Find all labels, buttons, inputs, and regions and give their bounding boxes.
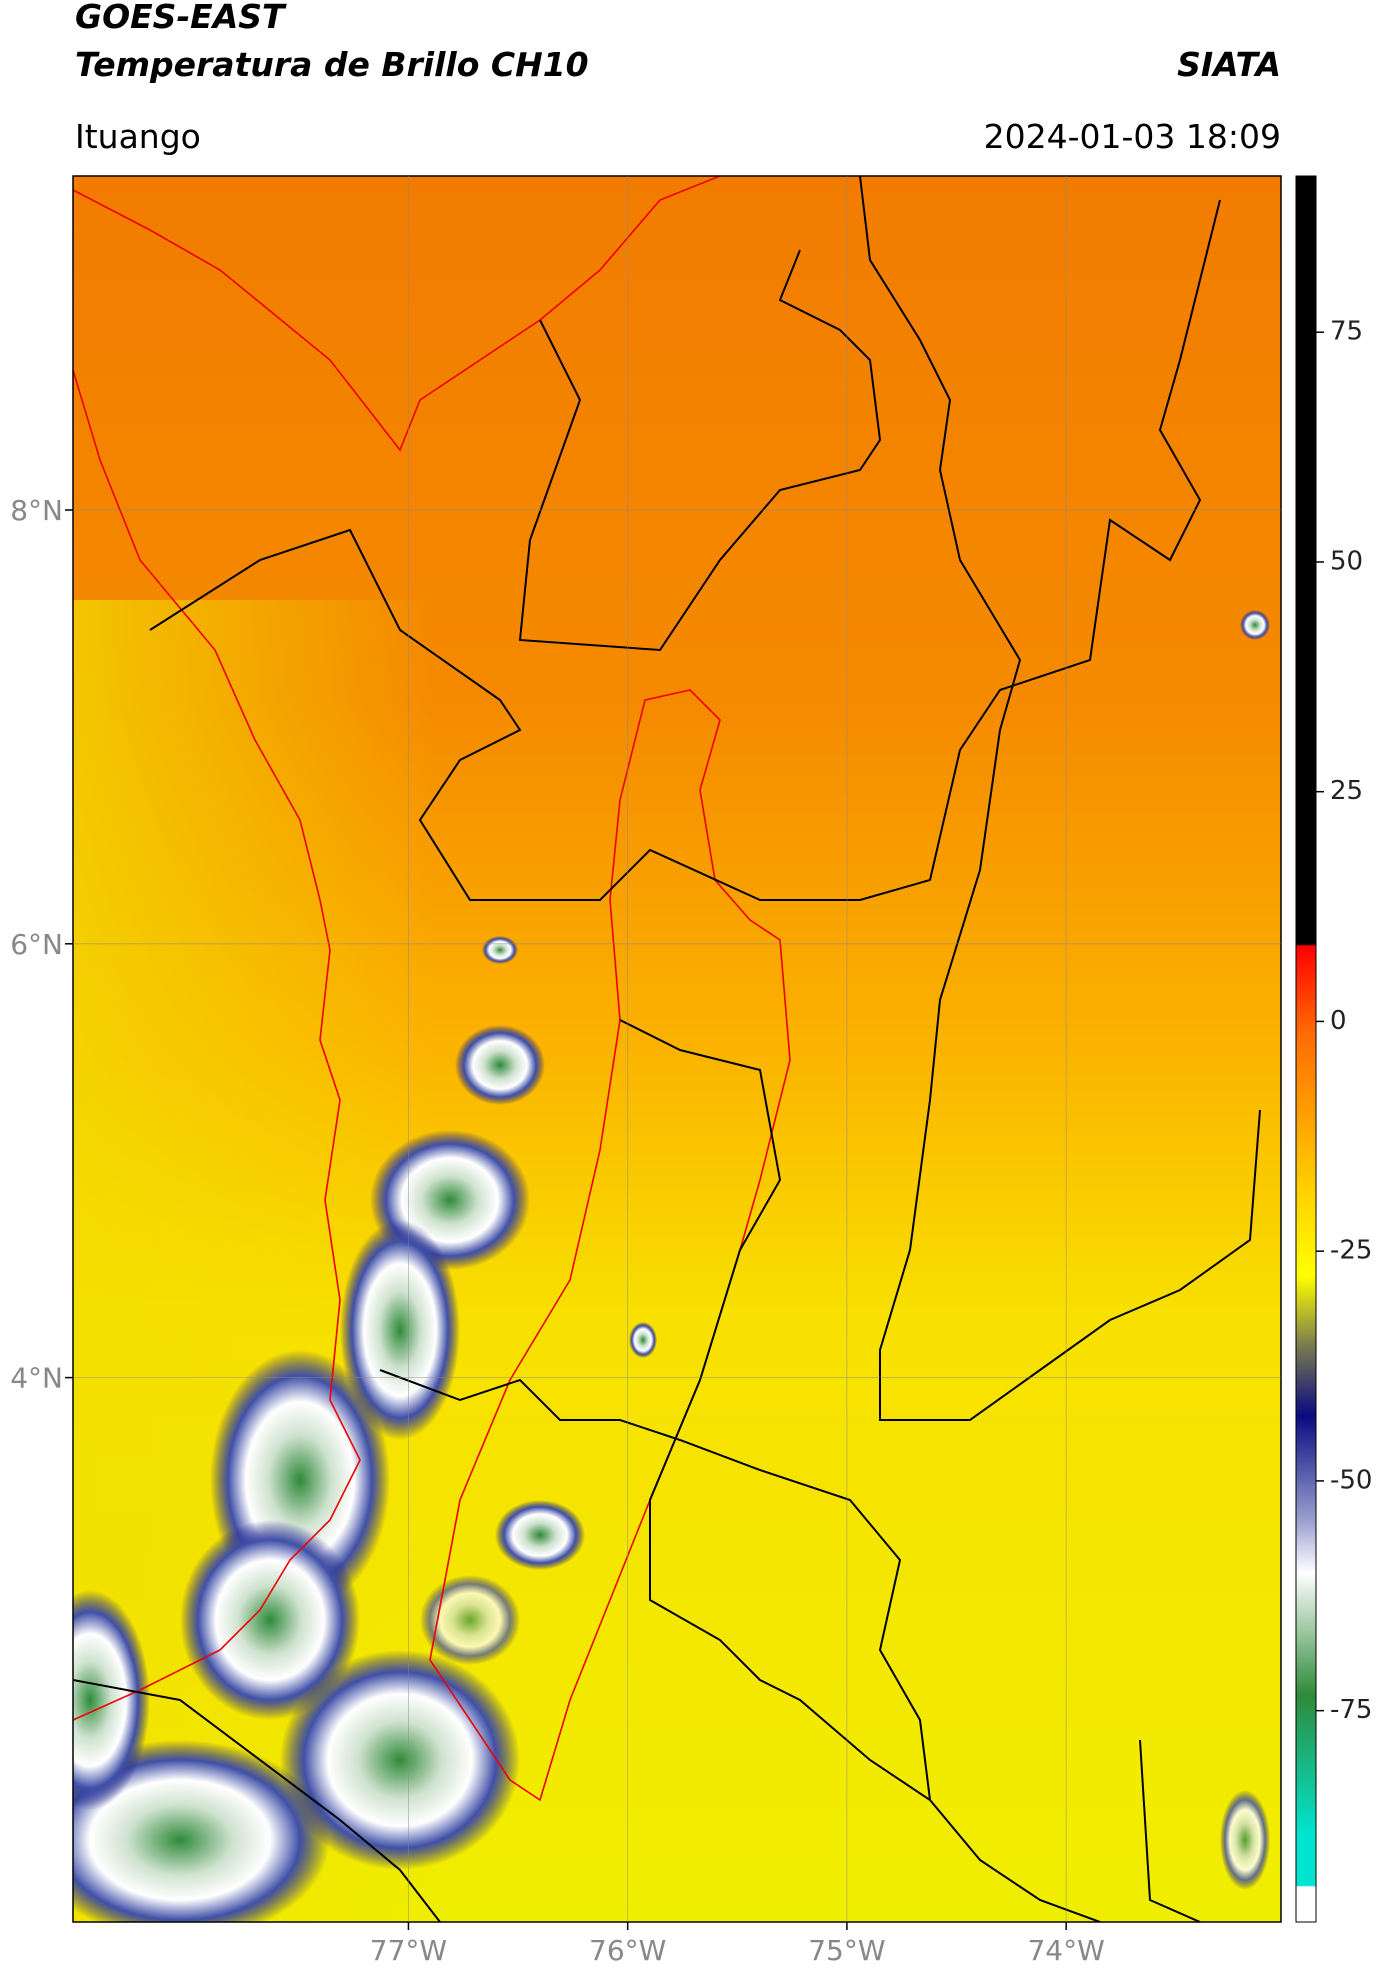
map-shade xyxy=(73,600,1281,1922)
org: SIATA xyxy=(1177,45,1281,84)
colorbar-tick-label: 0 xyxy=(1330,1006,1347,1036)
colorbar xyxy=(1295,175,1317,1923)
lon-tick-label: 77°W xyxy=(370,1934,447,1967)
lon-tick-label: 76°W xyxy=(589,1934,666,1967)
boundaries xyxy=(73,176,1261,1922)
colorbar-tick-label: -75 xyxy=(1330,1695,1372,1725)
map xyxy=(73,176,1281,1922)
datetime: 2024-01-03 18:09 xyxy=(984,117,1281,156)
colorbar-tick-label: -25 xyxy=(1330,1236,1372,1266)
lat-tick-label: 8°N xyxy=(10,494,63,527)
clouds xyxy=(73,610,1270,1922)
lon-tick-label: 75°W xyxy=(808,1934,885,1967)
map-frame xyxy=(72,175,1282,1923)
title: GOES-EAST xyxy=(75,0,287,36)
lat-tick-label: 4°N xyxy=(10,1362,63,1395)
colorbar-tick-label: -50 xyxy=(1330,1465,1372,1495)
lon-tick-label: 74°W xyxy=(1027,1934,1104,1967)
colorbar-tick-label: 25 xyxy=(1330,776,1363,806)
location: Ituango xyxy=(75,117,201,156)
subtitle: Temperatura de Brillo CH10 xyxy=(75,45,589,84)
colorbar-tick-label: 50 xyxy=(1330,546,1363,576)
lat-tick-label: 6°N xyxy=(10,928,63,961)
colorbar-tick-label: 75 xyxy=(1330,317,1363,347)
